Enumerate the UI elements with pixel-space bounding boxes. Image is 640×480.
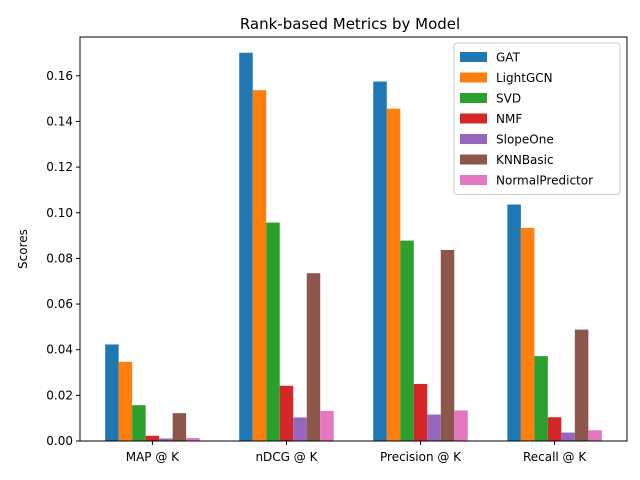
bar-knnbasic-3: [440, 249, 455, 441]
chart-title: Rank-based Metrics by Model: [240, 15, 460, 33]
legend-label: GAT: [496, 51, 521, 65]
bar-gat-1: [105, 344, 119, 441]
bar-svd-3: [400, 240, 414, 441]
y-tick-label: 0.04: [46, 343, 73, 357]
bar-knnbasic-4: [574, 329, 589, 441]
y-tick-label: 0.08: [46, 251, 73, 265]
bar-slopeone-4: [561, 432, 575, 441]
bar-lightgcn-4: [520, 227, 535, 441]
bar-slopeone-1: [159, 438, 173, 441]
bar-gat-3: [373, 81, 387, 441]
bar-normalpredictor-2: [320, 410, 334, 441]
bar-nmf-4: [547, 417, 562, 441]
x-tick-label: Recall @ K: [523, 450, 587, 464]
plot-frame: [79, 36, 628, 442]
legend-swatch: [460, 154, 487, 165]
legend-swatch: [460, 52, 487, 62]
legend-label: LightGCN: [496, 71, 553, 85]
bar-normalpredictor-3: [454, 410, 468, 441]
bar-normalpredictor-1: [186, 438, 200, 441]
y-tick-label: 0.02: [46, 388, 73, 402]
bar-svd-2: [266, 222, 280, 441]
bar-normalpredictor-4: [588, 430, 602, 441]
legend-box: [453, 42, 621, 195]
y-axis-label: Scores: [16, 229, 30, 269]
legend-label: KNNBasic: [496, 153, 554, 167]
bar-gat-2: [239, 52, 253, 441]
y-tick-label: 0.12: [46, 160, 73, 174]
y-tick-label: 0.10: [46, 206, 73, 220]
legend-label: NormalPredictor: [496, 174, 593, 188]
legend-swatch: [460, 134, 487, 144]
bar-nmf-3: [413, 383, 428, 441]
bar-knnbasic-2: [306, 273, 321, 441]
legend-swatch: [460, 175, 487, 185]
bar-nmf-1: [145, 435, 160, 441]
legend: GAT LightGCN SVD NMF SlopeOne KNNBasic NormalP…: [453, 42, 621, 195]
legend-label: NMF: [496, 112, 522, 126]
bar-knnbasic-1: [172, 413, 187, 441]
bar-gat-4: [507, 204, 521, 441]
legend-swatch: [460, 113, 487, 124]
bars-layer: [105, 52, 602, 442]
x-tick-label: MAP @ K: [126, 450, 180, 464]
legend-swatch: [460, 72, 487, 83]
y-tick-label: 0.16: [46, 69, 73, 83]
bar-nmf-2: [279, 385, 294, 441]
bar-svd-4: [534, 356, 548, 441]
legend-label: SlopeOne: [496, 133, 554, 147]
y-tick-label: 0.14: [46, 114, 73, 128]
legend-swatch: [460, 93, 487, 103]
bar-slopeone-3: [427, 414, 441, 441]
bar-slopeone-2: [293, 417, 307, 441]
y-tick-label: 0.06: [46, 297, 73, 311]
x-tick-label: Precision @ K: [380, 450, 462, 464]
bar-svd-1: [132, 405, 146, 441]
x-tick-label: nDCG @ K: [255, 450, 318, 464]
axes-layer: 0.00 0.02 0.04 0.06 0.08 0.10 0.12 0.14 0.16 MAP …: [46, 36, 628, 464]
bar-lightgcn-1: [118, 361, 133, 441]
bar-lightgcn-3: [386, 108, 401, 442]
y-tick-label: 0.00: [46, 434, 73, 448]
legend-label: SVD: [496, 92, 521, 106]
bar-lightgcn-2: [252, 90, 267, 442]
